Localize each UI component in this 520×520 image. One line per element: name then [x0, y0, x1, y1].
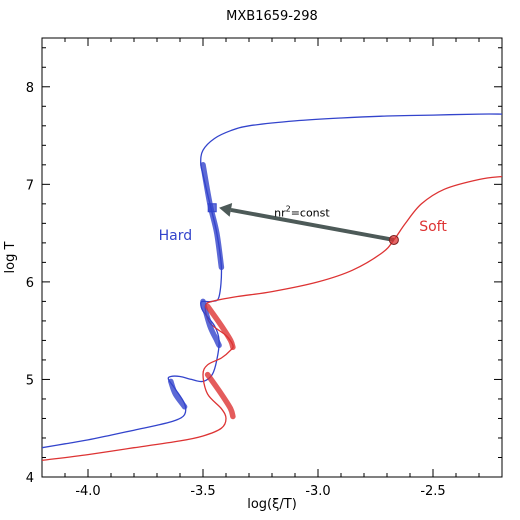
arrow-head [219, 203, 233, 217]
stable-segment-hard [168, 378, 188, 410]
x-tick-label: -3.0 [305, 484, 330, 499]
x-tick-label: -2.5 [420, 484, 445, 499]
annotation-superscript: 2 [286, 205, 291, 214]
markers-group [207, 203, 399, 245]
y-tick-label: 8 [26, 81, 34, 96]
annotations-group: nr2=const Hard Soft [159, 205, 448, 244]
series-line-hard [42, 113, 502, 449]
y-axis-title: log T [3, 241, 18, 273]
stable-segment-soft [204, 303, 236, 351]
x-tick-label: -4.0 [75, 484, 100, 499]
y-tick-label: 7 [26, 178, 34, 193]
plot-frame [41, 37, 503, 478]
y-tick-label: 6 [26, 276, 34, 291]
stable-segment-soft [204, 371, 236, 420]
arrow-annotation: nr2=const [274, 205, 330, 220]
chart-title: MXB1659-298 [226, 9, 318, 24]
annotation-base: nr [274, 207, 286, 220]
plot-frame-group: -4.0 -3.5 -3.0 -2.5 4 5 6 7 8 [26, 37, 503, 499]
series-group [42, 113, 502, 462]
stable-segment-hard [200, 298, 222, 349]
hard-square-marker [207, 203, 217, 213]
curve-label-soft: Soft [419, 219, 447, 235]
y-tick-label: 4 [26, 471, 34, 486]
soft-circle-marker [388, 234, 399, 245]
stable-segment-hard [200, 162, 225, 271]
annotation-rest: =const [291, 207, 331, 220]
curve-label-hard: Hard [159, 228, 193, 244]
y-tick-label: 5 [26, 373, 34, 388]
x-axis-title: log(ξ/T) [247, 497, 297, 512]
arrow-shaft [230, 207, 395, 242]
x-tick-label: -3.5 [190, 484, 215, 499]
